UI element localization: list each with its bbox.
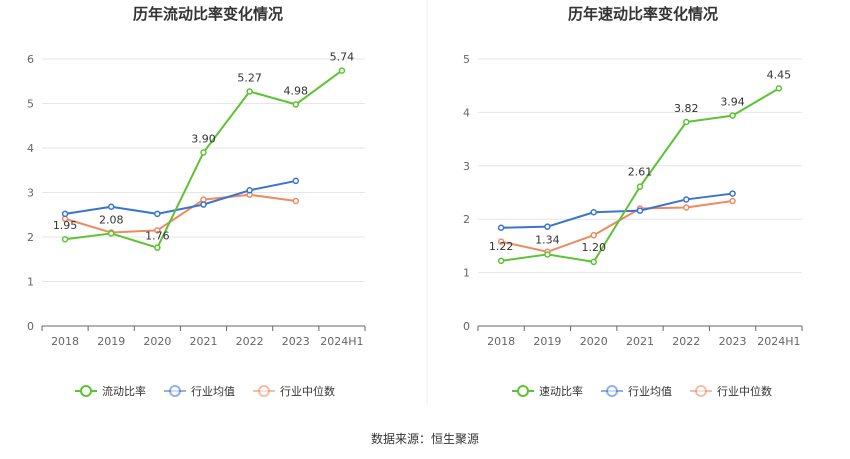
legend-swatch-marker [517, 385, 529, 397]
data-point [292, 197, 300, 205]
x-tick-label: 2022 [236, 335, 264, 348]
y-tick-label: 1 [463, 267, 470, 280]
data-label: 5.27 [237, 71, 262, 84]
series-line-2 [500, 200, 733, 253]
data-point [497, 224, 505, 231]
data-point [497, 238, 505, 245]
legend-swatch-marker [695, 385, 707, 397]
series-line-2 [64, 193, 296, 234]
x-tick-label: 2020 [580, 335, 608, 348]
legend-label: 行业中位数 [717, 384, 772, 398]
chart-panel-1: 历年流动比率变化情况 0 1 2 3 4 5 6 2018 2019 2020 2021 2022 202… [27, 5, 366, 398]
legend-swatch-marker [169, 385, 181, 397]
legend-label: 行业均值 [191, 385, 235, 398]
data-point [544, 223, 551, 230]
data-label: 1.20 [581, 241, 606, 254]
y-tick-label: 5 [27, 98, 34, 111]
data-point [154, 227, 161, 234]
data-label: 2.08 [99, 213, 124, 226]
data-point [590, 209, 597, 216]
x-tick-label: 2024H1 [757, 335, 800, 348]
legend-swatch-marker [258, 385, 270, 397]
data-point [107, 230, 115, 237]
chart-title: 历年流动比率变化情况 [133, 5, 283, 23]
x-tick-label: 2020 [143, 335, 171, 348]
data-point [729, 112, 736, 119]
x-tick-label: 2021 [626, 335, 654, 348]
data-label: 5.74 [330, 51, 355, 64]
data-point [246, 187, 253, 194]
data-point [590, 258, 597, 266]
data-point [200, 201, 207, 208]
data-label: 4.98 [284, 84, 309, 97]
data-label: 1.95 [53, 219, 78, 232]
legend-label: 流动比率 [102, 384, 146, 398]
data-label: 4.45 [767, 68, 792, 81]
data-point [544, 251, 551, 258]
data-point [683, 118, 690, 126]
y-tick-label: 5 [463, 53, 470, 66]
x-tick-label: 2021 [190, 335, 218, 348]
source-text: 数据来源：恒生聚源 [371, 431, 479, 446]
data-label: 1.34 [535, 233, 560, 246]
data-point [683, 196, 690, 203]
x-tick-label: 2023 [282, 335, 310, 348]
y-tick-label: 4 [463, 106, 470, 119]
data-point [636, 183, 644, 190]
data-point [154, 210, 161, 218]
data-point [729, 190, 736, 197]
data-label: 1.22 [489, 240, 514, 253]
data-point [107, 203, 115, 210]
data-point [338, 67, 346, 74]
y-tick-label: 0 [27, 320, 34, 333]
x-tick-label: 2018 [51, 335, 79, 348]
x-tick-label: 2023 [719, 335, 747, 348]
data-point [292, 177, 300, 185]
x-tick-label: 2019 [97, 335, 125, 348]
data-point [497, 257, 505, 265]
x-tick-label: 2024H1 [320, 335, 363, 348]
y-tick-label: 2 [27, 231, 34, 244]
y-tick-label: 3 [463, 160, 470, 173]
legend-label: 行业中位数 [280, 384, 335, 398]
chart-title: 历年速动比率变化情况 [568, 5, 718, 23]
x-tick-label: 2022 [672, 335, 700, 348]
data-label: 3.82 [674, 102, 699, 115]
legend-swatch-marker [606, 385, 618, 397]
data-point [636, 207, 644, 214]
data-point [729, 197, 736, 205]
data-point [61, 210, 69, 218]
y-tick-label: 0 [463, 320, 470, 333]
legend-label: 行业均值 [628, 385, 672, 398]
y-tick-label: 1 [27, 276, 34, 289]
x-tick-label: 2018 [487, 335, 515, 348]
y-tick-label: 3 [27, 187, 34, 200]
data-label: 2.61 [628, 166, 653, 179]
series-line-1 [64, 179, 296, 215]
x-tick-label: 2019 [533, 335, 561, 348]
data-point [154, 244, 161, 251]
data-point [61, 235, 69, 243]
legend-swatch-marker [80, 385, 92, 397]
data-point [775, 85, 783, 92]
data-label: 1.76 [145, 230, 170, 243]
y-tick-label: 4 [27, 142, 34, 155]
data-point [292, 101, 300, 108]
data-label: 3.90 [191, 132, 216, 145]
legend-label: 速动比率 [539, 384, 583, 398]
series-line-1 [501, 192, 733, 229]
data-point [590, 231, 597, 239]
data-point [683, 204, 690, 211]
y-tick-label: 2 [463, 213, 470, 226]
data-point [200, 149, 207, 156]
chart-panel-2: 历年速动比率变化情况 0 1 2 3 4 5 2018 2019 2020 2021 2022 2023… [463, 5, 803, 398]
data-label: 3.94 [720, 96, 745, 109]
y-tick-label: 6 [27, 53, 34, 66]
data-point [246, 88, 253, 95]
